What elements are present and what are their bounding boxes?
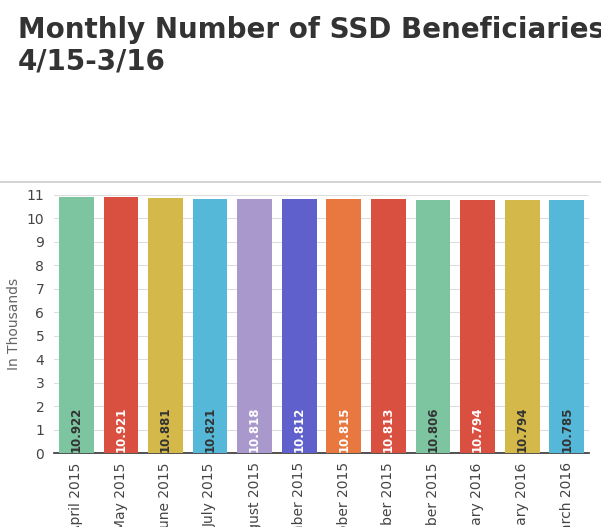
Text: 10.813: 10.813: [382, 407, 395, 452]
Bar: [415, 200, 450, 453]
Text: 10.806: 10.806: [427, 406, 439, 452]
Text: 10.785: 10.785: [560, 406, 573, 452]
Bar: [505, 200, 540, 453]
Bar: [148, 198, 183, 453]
Text: 10.794: 10.794: [516, 406, 529, 452]
Bar: [59, 197, 94, 453]
Bar: [549, 200, 584, 453]
Bar: [326, 199, 361, 453]
Text: 10.922: 10.922: [70, 407, 83, 452]
Text: 10.812: 10.812: [293, 407, 306, 452]
Text: 10.821: 10.821: [204, 407, 216, 452]
Text: 10.794: 10.794: [471, 406, 484, 452]
Bar: [193, 199, 228, 453]
Text: 10.921: 10.921: [114, 407, 127, 452]
Text: 10.818: 10.818: [248, 406, 261, 452]
Bar: [282, 199, 317, 453]
Bar: [103, 197, 138, 453]
Text: 10.815: 10.815: [337, 406, 350, 452]
Bar: [371, 199, 406, 453]
Bar: [237, 199, 272, 453]
Y-axis label: In Thousands: In Thousands: [7, 278, 21, 370]
Text: Monthly Number of SSD Beneficiaries
4/15-3/16: Monthly Number of SSD Beneficiaries 4/15…: [18, 16, 601, 75]
Bar: [460, 200, 495, 453]
Text: 10.881: 10.881: [159, 406, 172, 452]
